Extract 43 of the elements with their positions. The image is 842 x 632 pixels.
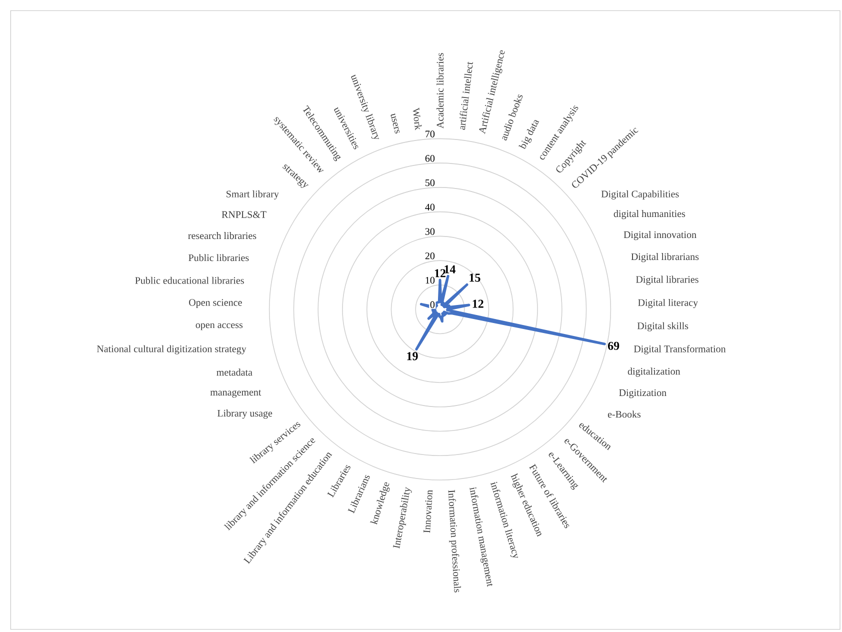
data-label: 12 (472, 300, 484, 308)
spoke-label: metadata (216, 368, 252, 376)
y-tick-label: 20 (425, 252, 435, 260)
y-tick-label: 70 (426, 130, 435, 138)
spoke-label: digitalization (628, 368, 680, 377)
spoke-label: National cultural digitization strategy (96, 345, 246, 354)
data-label: 69 (608, 342, 620, 350)
spoke-label: Digital innovation (624, 231, 696, 240)
spoke-label: digital humanities (614, 210, 686, 220)
spoke-label: Digital librarians (631, 253, 699, 262)
spoke-label: Digitization (619, 389, 666, 398)
spoke-label: Information professionals (448, 490, 461, 592)
data-label: 12 (434, 269, 446, 278)
y-tick-label: 30 (425, 228, 435, 235)
spoke-label: Digital skills (637, 322, 688, 332)
spoke-label: information management (470, 487, 493, 587)
spoke-label: Digital Transformation (634, 345, 726, 354)
spoke-label: management (210, 390, 262, 398)
spoke-label: Digital libraries (636, 276, 698, 285)
y-tick-label: 40 (425, 204, 435, 211)
spoke-label: research libraries (188, 232, 256, 240)
y-tick-label: 60 (425, 155, 435, 162)
spoke-label: Open science (189, 299, 242, 308)
data-label: 19 (407, 352, 418, 360)
spoke-label: Digital Capabilities (601, 190, 679, 200)
spoke-label: Public libraries (188, 254, 249, 262)
y-tick-label: 50 (426, 179, 435, 186)
spoke-label: e-Books (608, 410, 641, 418)
spoke-label: Library usage (217, 410, 272, 419)
y-tick-label: 10 (426, 276, 435, 284)
spoke-label: Smart library (226, 190, 279, 200)
spoke-label: Academic libraries (436, 53, 444, 128)
data-label: 14 (444, 265, 456, 274)
spoke-label: Innovation (423, 490, 433, 533)
spoke-label: Public educational libraries (135, 276, 244, 284)
y-tick-label: 0 (430, 301, 435, 308)
spoke-label: Work (412, 108, 422, 130)
spoke-label: Digital literacy (638, 298, 698, 308)
spoke-label: artificial intellect (460, 62, 473, 130)
spoke-label: RNPLS&T (222, 211, 266, 218)
data-label: 15 (470, 274, 480, 282)
spoke-label: users (390, 113, 400, 134)
spoke-label: open access (196, 323, 243, 330)
